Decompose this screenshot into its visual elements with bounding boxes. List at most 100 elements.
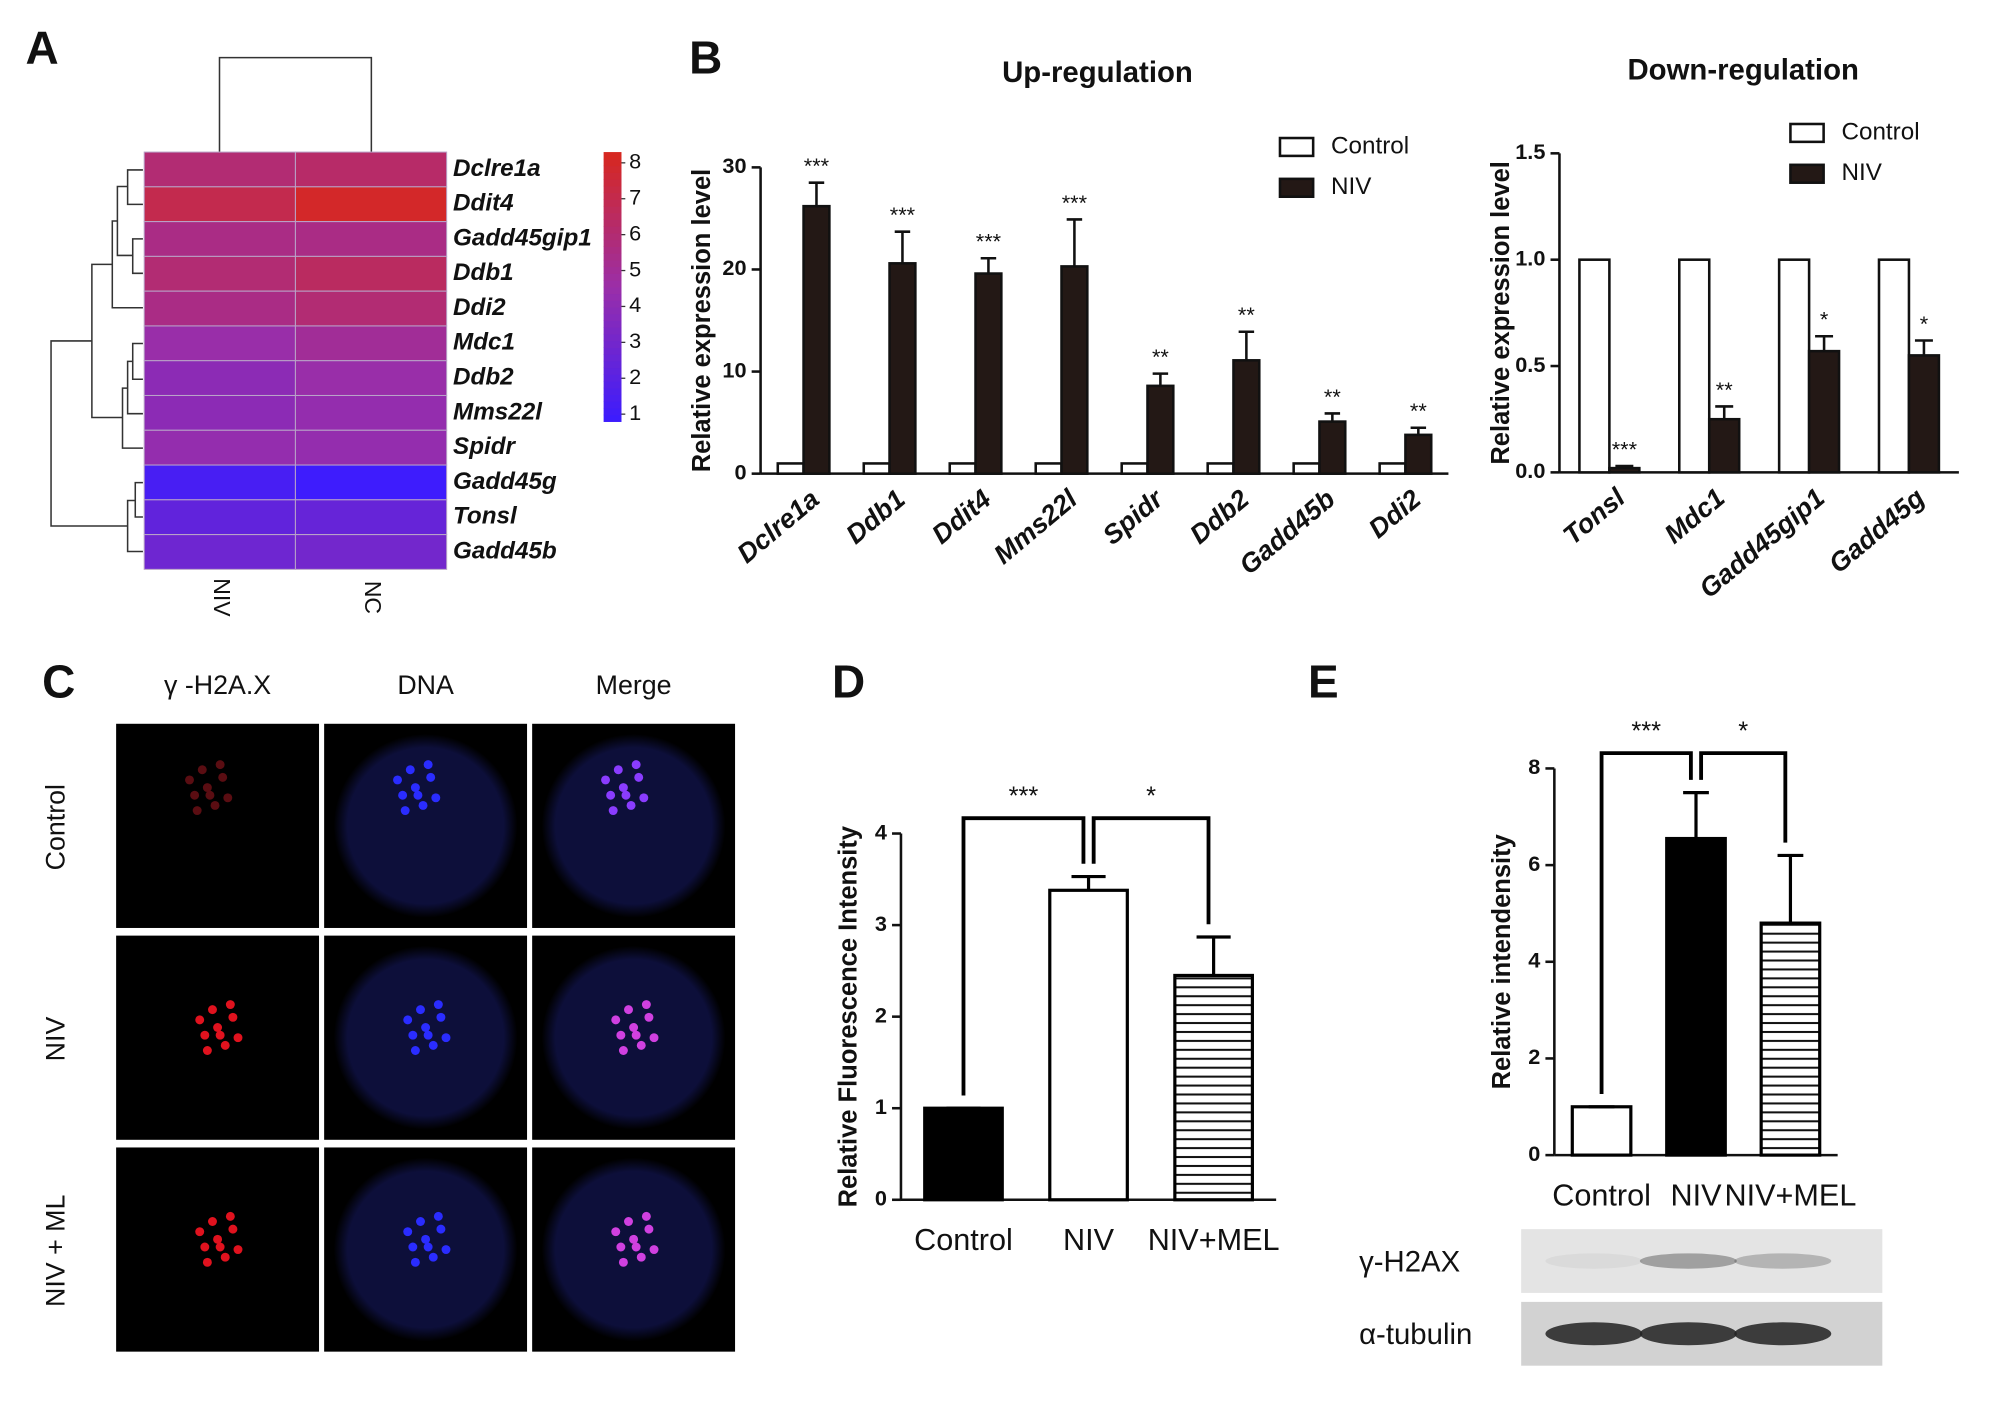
x-tick-label: Spidr <box>1097 483 1170 551</box>
colorbar-step <box>603 253 622 261</box>
x-tick-label: Ddit4 <box>926 484 997 550</box>
row-label: Gadd45b <box>453 537 557 564</box>
x-tick-label: Gadd45g <box>1823 482 1930 579</box>
colorbar-step <box>603 401 622 409</box>
chromosome <box>225 1000 235 1009</box>
significance: ** <box>1716 377 1733 402</box>
colorbar-label: 2 <box>629 364 641 389</box>
chromosome <box>421 1234 431 1244</box>
colorbar-step <box>603 178 622 187</box>
colorbar-step <box>603 212 622 221</box>
colorbar-step <box>603 273 622 281</box>
error-bar <box>808 181 825 207</box>
y-tick-label: 4 <box>1528 948 1540 973</box>
blot <box>1521 1229 1883 1293</box>
colorbar-step <box>603 387 622 396</box>
colorbar-label: 3 <box>629 328 641 353</box>
chromosome <box>641 1000 651 1009</box>
x-tick-label: Gadd45b <box>1234 484 1341 581</box>
chromosome <box>611 1227 621 1237</box>
chromosome <box>200 1030 210 1040</box>
chromosome <box>618 1046 628 1055</box>
x-tick-label: Control <box>1552 1178 1651 1212</box>
colorbar-step <box>603 340 622 348</box>
chromosome <box>228 1012 238 1022</box>
chromosome <box>423 1030 433 1040</box>
bar <box>1907 354 1941 474</box>
heatmap-cell <box>294 255 448 292</box>
colorbar-step <box>603 360 622 369</box>
chromosome <box>636 1040 646 1050</box>
bar <box>1707 417 1741 474</box>
bar <box>1877 258 1911 474</box>
chromosome <box>644 1012 654 1022</box>
chromosome <box>636 1252 646 1262</box>
heatmap-cell <box>143 394 296 431</box>
error-bar <box>1324 412 1341 422</box>
heatmap-cell <box>294 534 448 570</box>
chromosome <box>213 1023 223 1032</box>
column-title: DNA <box>397 670 454 700</box>
blot-band <box>1734 1253 1832 1269</box>
legend-label: Control <box>1331 132 1409 159</box>
significance: *** <box>890 202 916 227</box>
heatmap-cell <box>294 325 448 362</box>
chromosome <box>426 772 436 782</box>
chromosome <box>192 806 202 816</box>
error-bar <box>980 256 997 274</box>
significance-bracket <box>1699 751 1788 843</box>
chromosome <box>639 793 649 803</box>
colorbar-step <box>603 192 622 200</box>
significance: ** <box>1238 302 1255 327</box>
chromosome <box>649 1033 659 1043</box>
chromosome <box>208 1217 217 1226</box>
significance: *** <box>1009 783 1039 811</box>
legend-label: NIV <box>1331 173 1372 200</box>
bar <box>1759 921 1822 1157</box>
heatmap-cell <box>294 221 448 257</box>
y-tick-label: 4 <box>875 819 887 844</box>
heatmap-cell <box>143 221 296 257</box>
colorbar-label: 8 <box>629 149 641 174</box>
x-tick-label: Ddi2 <box>1363 484 1427 544</box>
row-label: NIV <box>41 1017 71 1062</box>
significance: * <box>1146 783 1156 811</box>
chromosome <box>601 775 610 785</box>
chromosome <box>428 1252 438 1262</box>
column-label: NIV <box>209 578 235 617</box>
y-tick-label: 1.0 <box>1515 245 1545 270</box>
significance-bracket <box>961 816 1086 1096</box>
error-bar <box>894 230 911 264</box>
panel-label: C <box>42 656 75 708</box>
bar <box>1034 462 1063 475</box>
bar <box>1120 462 1149 475</box>
row-label: Spidr <box>453 433 517 460</box>
panel-label: E <box>1308 656 1339 708</box>
error-bar <box>1914 339 1933 356</box>
chromosome <box>433 1000 443 1009</box>
significance: * <box>1738 717 1748 745</box>
chromosome <box>393 775 402 785</box>
x-tick-label: Dclre1a <box>731 484 825 569</box>
error-bar <box>1683 791 1709 839</box>
legend-swatch <box>1789 122 1825 144</box>
chromosome <box>233 1245 243 1255</box>
error-bar <box>1066 218 1083 267</box>
chromosome <box>413 790 423 800</box>
chromosome <box>233 1033 243 1043</box>
chromosome <box>436 1012 446 1022</box>
heatmap-cell <box>143 499 296 536</box>
colorbar-step <box>603 165 622 173</box>
y-axis-label: Relative expression level <box>1487 161 1515 465</box>
chromosome <box>624 1005 633 1015</box>
chromosome <box>202 1046 212 1055</box>
colorbar-step <box>603 374 622 382</box>
chromosome <box>185 775 194 785</box>
chromosome <box>410 1046 420 1055</box>
colorbar-step <box>603 300 622 308</box>
column-title: γ -H2A.X <box>164 670 271 700</box>
chromosome <box>631 1030 641 1040</box>
chromosome <box>606 790 616 800</box>
x-tick-label: NIV <box>1063 1223 1115 1257</box>
